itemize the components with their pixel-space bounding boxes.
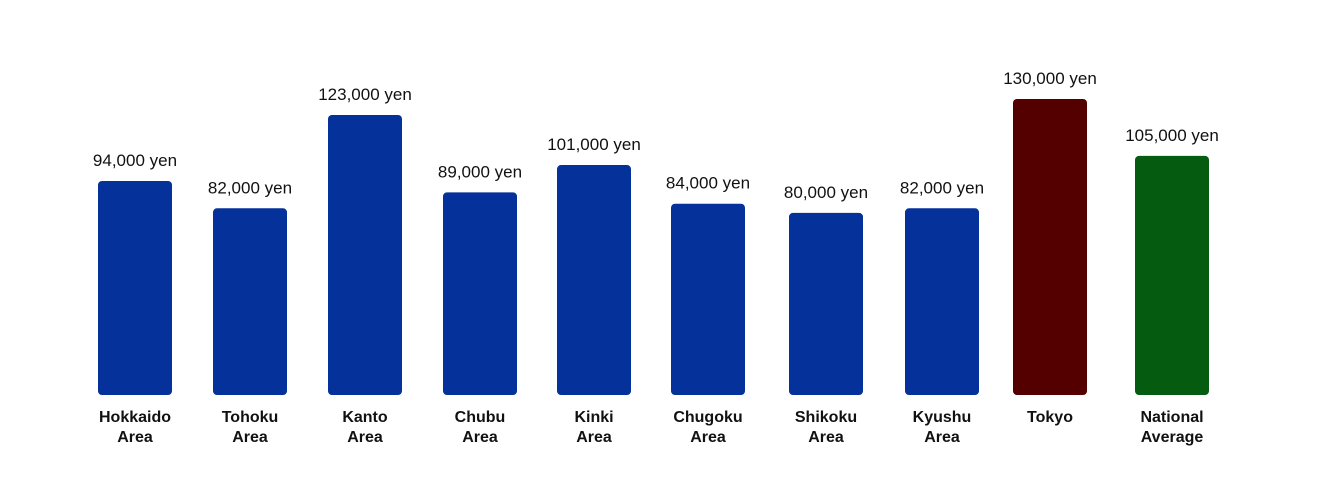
value-label-tokyo: 130,000 yen [1003,69,1097,88]
bar-shikoku-area [789,212,863,395]
bar-chubu-area [443,192,517,395]
category-label-kinki-area-line-2: Area [576,429,612,446]
value-label-kanto-area: 123,000 yen [318,85,412,104]
bar-tohoku-area [213,208,287,395]
bar-hokkaido-area [98,180,172,395]
value-label-hokkaido-area: 94,000 yen [93,151,177,170]
category-label-hokkaido-area-line-1: Hokkaido [99,409,171,426]
category-label-kinki-area-line-1: Kinki [574,409,613,426]
value-label-kinki-area: 101,000 yen [547,135,641,154]
value-label-kyushu-area: 82,000 yen [900,178,984,197]
category-label-shikoku-area-line-2: Area [808,429,844,446]
value-label-national-average: 105,000 yen [1125,126,1219,145]
category-label-hokkaido-area-line-2: Area [117,429,153,446]
category-label-kanto-area-line-1: Kanto [342,409,388,426]
category-label-chubu-area-line-1: Chubu [455,409,506,426]
category-label-kyushu-area-line-1: Kyushu [913,409,972,426]
value-label-tohoku-area: 82,000 yen [208,178,292,197]
category-label-national-average-line-1: National [1140,409,1203,426]
bar-kinki-area [557,165,631,395]
value-label-chugoku-area: 84,000 yen [666,174,750,193]
category-label-kyushu-area-line-2: Area [924,429,960,446]
bar-national-average [1135,155,1209,395]
value-label-shikoku-area: 80,000 yen [784,183,868,202]
category-label-kanto-area-line-2: Area [347,429,383,446]
category-label-chugoku-area-line-2: Area [690,429,726,446]
category-label-national-average-line-2: Average [1141,429,1204,446]
category-label-tohoku-area-line-1: Tohoku [222,409,279,426]
value-label-chubu-area: 89,000 yen [438,162,522,181]
category-label-tokyo-line-1: Tokyo [1027,409,1073,426]
bar-kanto-area [328,114,402,395]
category-label-chugoku-area-line-1: Chugoku [673,409,742,426]
category-label-tohoku-area-line-2: Area [232,429,268,446]
bar-kyushu-area [905,208,979,395]
category-label-shikoku-area-line-1: Shikoku [795,409,857,426]
category-label-chubu-area-line-2: Area [462,429,498,446]
bar-tokyo [1013,99,1087,395]
bar-chugoku-area [671,203,745,395]
